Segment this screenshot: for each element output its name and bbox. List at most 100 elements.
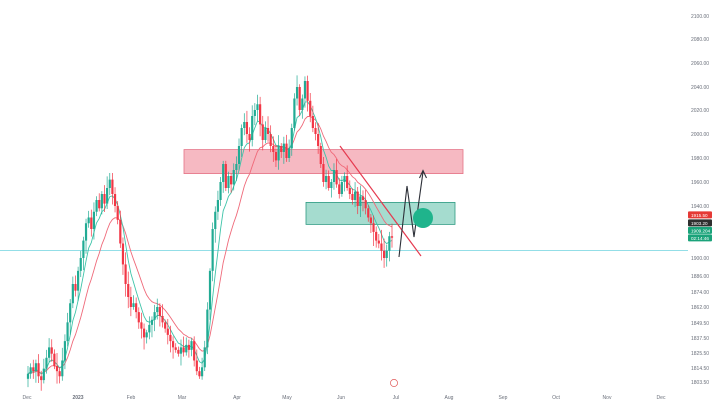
moving-average-line <box>27 116 393 375</box>
candle-body <box>119 219 122 244</box>
candle-body <box>206 309 209 348</box>
candle-body <box>148 324 151 333</box>
candle-body <box>327 176 330 188</box>
candle-body <box>269 134 272 146</box>
x-tick-label: Feb <box>127 395 136 401</box>
candle-body <box>95 200 98 212</box>
candle-body <box>214 211 217 229</box>
candle-body <box>166 328 169 335</box>
candle-body <box>272 146 275 152</box>
candle-body <box>185 344 188 353</box>
candle-body <box>145 332 148 338</box>
candle-body <box>340 182 343 194</box>
candle-body <box>390 236 394 238</box>
price-axis[interactable]: 2100.00 2080.00 2060.00 2040.00 2020.00 2000.… <box>691 14 709 386</box>
event-marker-icon[interactable] <box>390 379 398 387</box>
candle-body <box>137 312 140 323</box>
candle-body <box>198 371 201 377</box>
candle-body <box>40 376 43 381</box>
candle-body <box>61 360 64 377</box>
y-tick-label: 1874.00 <box>691 290 709 296</box>
candle-body <box>140 322 143 329</box>
x-tick-label: May <box>282 395 292 401</box>
candle-body <box>364 200 367 209</box>
candle-body <box>245 122 249 134</box>
price-tag <box>688 211 712 219</box>
x-tick-label: Jul <box>393 395 399 401</box>
candle-body <box>48 347 51 358</box>
candle-body <box>161 315 164 323</box>
trendline[interactable] <box>339 145 422 257</box>
price-tag-label: 02:14:46 <box>691 236 709 241</box>
event-marker[interactable] <box>390 379 398 387</box>
candle-body <box>306 81 309 101</box>
time-axis[interactable]: Dec 2023 Feb Mar Apr May Jun Jul Aug Sep Oct Nov Dec <box>23 395 666 401</box>
candle-body <box>50 347 53 354</box>
price-tag <box>688 226 712 234</box>
candle-body <box>264 128 267 140</box>
drawings-layer <box>339 145 433 258</box>
price-tag-label: 1903.20 <box>691 221 708 226</box>
y-tick-label: 2060.00 <box>691 61 709 67</box>
y-tick-label: 1960.00 <box>691 180 709 186</box>
candle-body <box>282 143 285 152</box>
support-zone[interactable] <box>305 201 456 225</box>
candle-body <box>106 188 109 204</box>
candle-body <box>171 341 175 348</box>
x-tick-label: Aug <box>445 395 454 401</box>
y-tick-label: 2000.00 <box>691 132 709 138</box>
candle-body <box>29 367 32 374</box>
projection-arrow-path[interactable] <box>398 171 424 258</box>
candle-body <box>356 191 359 206</box>
target-circle[interactable] <box>413 208 433 228</box>
x-tick-label: Jun <box>337 395 345 401</box>
candle-body <box>193 341 196 361</box>
candle-body <box>248 134 251 140</box>
candle-body <box>177 349 180 354</box>
candle-body <box>224 164 227 188</box>
candle-body <box>121 243 125 265</box>
candle-body <box>261 124 264 140</box>
candle-body <box>34 363 38 372</box>
candle-body <box>142 328 146 338</box>
candle-body <box>232 170 235 185</box>
candle-body <box>53 353 56 366</box>
arrow-head-icon <box>419 169 427 179</box>
candle-body <box>150 319 154 325</box>
candle-body <box>222 164 225 182</box>
candle-body <box>124 264 127 284</box>
candle-body <box>135 303 138 313</box>
candle-body <box>303 81 307 99</box>
candle-body <box>116 206 119 220</box>
candle-body <box>266 128 270 134</box>
candle-body <box>240 128 243 146</box>
candle-body <box>66 322 69 342</box>
candle-body <box>179 347 183 354</box>
candle-body <box>203 347 206 368</box>
candle-body <box>90 217 93 229</box>
price-tag-label: 1915.50 <box>691 213 708 218</box>
candle-body <box>164 322 167 329</box>
candle-body <box>111 179 114 194</box>
candle-body <box>208 270 212 310</box>
y-tick-label: 1940.00 <box>691 204 709 210</box>
candles-layer <box>26 75 394 391</box>
x-tick-label: Mar <box>178 395 187 401</box>
candle-body <box>84 223 88 241</box>
moving-average-line <box>27 101 393 375</box>
candle-body <box>367 208 370 218</box>
candle-body <box>45 357 48 369</box>
candle-body <box>113 194 117 206</box>
candle-body <box>319 146 322 164</box>
candle-body <box>259 104 262 125</box>
candle-body <box>237 146 241 164</box>
candle-body <box>92 211 96 229</box>
x-tick-label: Apr <box>233 395 241 401</box>
y-tick-label: 1980.00 <box>691 156 709 162</box>
candle-body <box>216 200 220 212</box>
candle-body <box>79 258 82 271</box>
candle-body <box>380 243 383 251</box>
candle-body <box>338 184 341 194</box>
candle-body <box>251 116 254 140</box>
